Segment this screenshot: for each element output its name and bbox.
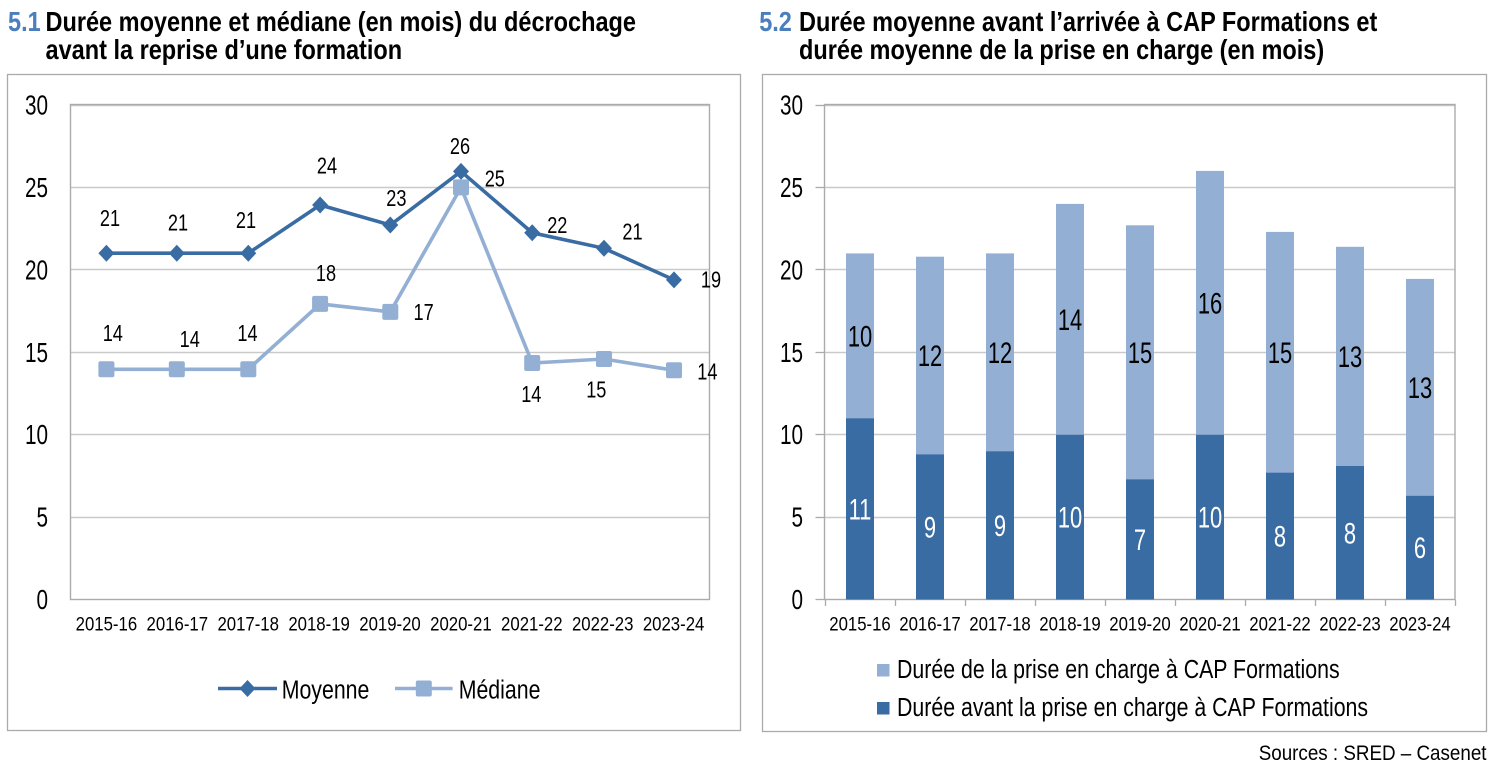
svg-text:Durée avant la prise en charge: Durée avant la prise en charge à CAP For… [897, 693, 1368, 723]
svg-text:14: 14 [1058, 302, 1082, 336]
svg-text:30: 30 [780, 91, 803, 122]
svg-text:14: 14 [103, 321, 123, 347]
svg-text:10: 10 [848, 319, 872, 353]
svg-text:Moyenne: Moyenne [282, 676, 370, 706]
svg-text:5: 5 [791, 503, 803, 534]
svg-text:15: 15 [1128, 335, 1152, 369]
svg-text:22: 22 [547, 213, 567, 239]
svg-text:15: 15 [586, 377, 606, 403]
svg-text:13: 13 [1408, 370, 1432, 404]
svg-text:21: 21 [622, 219, 642, 245]
svg-text:21: 21 [236, 208, 256, 234]
svg-text:9: 9 [994, 508, 1006, 542]
svg-text:21: 21 [168, 211, 188, 237]
svg-text:0: 0 [791, 585, 803, 616]
svg-text:26: 26 [450, 134, 470, 160]
svg-text:2021-22: 2021-22 [1249, 613, 1311, 634]
svg-text:6: 6 [1414, 531, 1426, 565]
svg-text:18: 18 [316, 261, 336, 287]
svg-text:5.2: 5.2 [759, 7, 792, 37]
svg-text:15: 15 [780, 338, 803, 369]
svg-text:2017-18: 2017-18 [969, 613, 1031, 634]
svg-text:17: 17 [413, 300, 433, 326]
svg-text:2020-21: 2020-21 [430, 613, 492, 634]
svg-text:9: 9 [924, 510, 936, 544]
svg-text:20: 20 [25, 255, 48, 286]
svg-text:Durée de la prise en charge à: Durée de la prise en charge à CAP Format… [897, 655, 1340, 685]
svg-text:20: 20 [780, 255, 803, 286]
svg-text:24: 24 [317, 153, 337, 179]
svg-text:2019-20: 2019-20 [359, 613, 421, 634]
svg-text:avant la reprise d’une formati: avant la reprise d’une formation [46, 35, 403, 65]
svg-text:2018-19: 2018-19 [1039, 613, 1101, 634]
svg-text:2023-24: 2023-24 [643, 613, 705, 634]
svg-text:2019-20: 2019-20 [1109, 613, 1171, 634]
svg-text:15: 15 [1268, 335, 1292, 369]
svg-text:2015-16: 2015-16 [829, 613, 891, 634]
svg-text:21: 21 [100, 206, 120, 232]
svg-text:25: 25 [780, 173, 803, 204]
svg-text:2016-17: 2016-17 [147, 613, 209, 634]
svg-text:2015-16: 2015-16 [76, 613, 138, 634]
svg-text:8: 8 [1344, 516, 1356, 550]
svg-text:2020-21: 2020-21 [1179, 613, 1241, 634]
svg-text:durée moyenne de la prise en c: durée moyenne de la prise en charge (en … [799, 35, 1324, 65]
svg-text:25: 25 [25, 173, 48, 204]
svg-text:16: 16 [1198, 286, 1222, 320]
svg-text:2021-22: 2021-22 [501, 613, 563, 634]
svg-text:Sources : SRED – Casenet: Sources : SRED – Casenet [1259, 742, 1487, 765]
svg-text:7: 7 [1134, 522, 1146, 556]
svg-text:10: 10 [1058, 500, 1082, 534]
svg-text:2017-18: 2017-18 [217, 613, 279, 634]
svg-text:8: 8 [1274, 519, 1286, 553]
svg-text:10: 10 [25, 420, 48, 451]
svg-text:13: 13 [1338, 340, 1362, 374]
svg-text:2022-23: 2022-23 [1319, 613, 1381, 634]
svg-text:10: 10 [780, 420, 803, 451]
svg-text:15: 15 [25, 338, 48, 369]
svg-text:5: 5 [36, 503, 48, 534]
svg-text:12: 12 [988, 335, 1012, 369]
svg-text:Durée moyenne avant l’arrivée: Durée moyenne avant l’arrivée à CAP Form… [799, 7, 1378, 37]
svg-text:0: 0 [36, 585, 48, 616]
svg-text:25: 25 [485, 167, 505, 193]
svg-text:2022-23: 2022-23 [572, 613, 634, 634]
svg-text:2023-24: 2023-24 [1389, 613, 1451, 634]
svg-text:30: 30 [25, 91, 48, 122]
svg-text:12: 12 [918, 339, 942, 373]
svg-text:Médiane: Médiane [459, 676, 541, 706]
svg-text:Durée moyenne et médiane (en m: Durée moyenne et médiane (en mois) du dé… [46, 7, 636, 37]
svg-text:14: 14 [237, 321, 257, 347]
svg-text:23: 23 [386, 186, 406, 212]
svg-text:19: 19 [701, 267, 721, 293]
svg-text:14: 14 [180, 327, 200, 353]
svg-text:14: 14 [521, 382, 541, 408]
svg-text:10: 10 [1198, 500, 1222, 534]
svg-text:5.1: 5.1 [8, 7, 41, 37]
svg-text:2018-19: 2018-19 [288, 613, 350, 634]
svg-text:11: 11 [849, 492, 872, 526]
svg-text:14: 14 [697, 360, 717, 386]
svg-text:2016-17: 2016-17 [899, 613, 961, 634]
